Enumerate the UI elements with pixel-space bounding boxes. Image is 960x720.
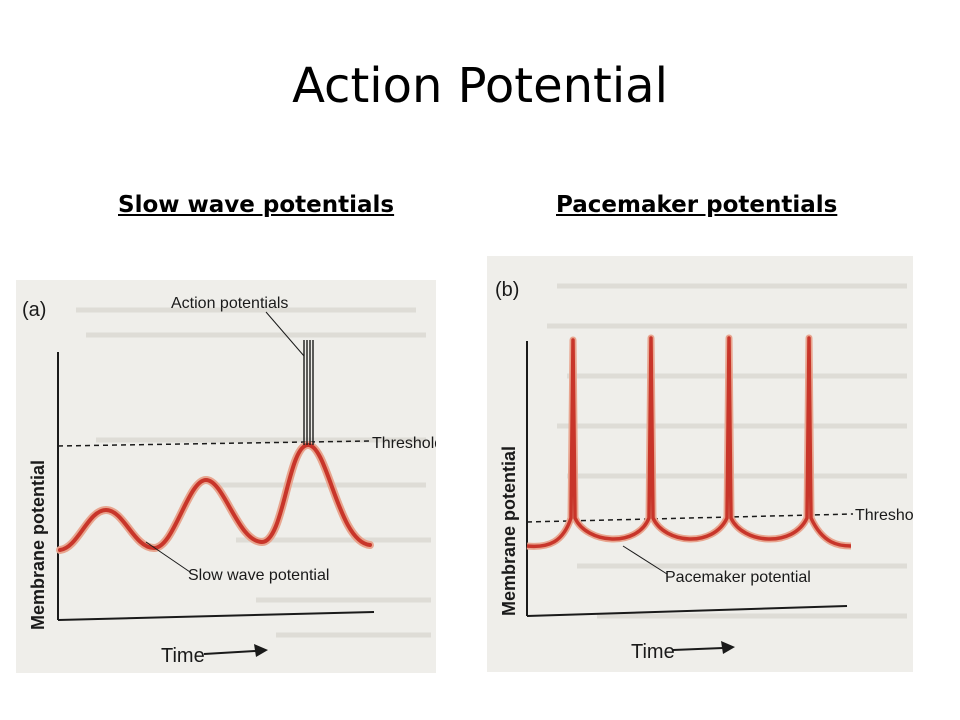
threshold-label: Threshold — [372, 435, 436, 452]
pacemaker-potential-label: Pacemaker potential — [665, 569, 811, 586]
threshold-line — [57, 440, 371, 447]
x-axis-label: Time — [161, 645, 205, 667]
threshold-line — [526, 513, 854, 523]
paper-show-through — [547, 283, 907, 619]
threshold-label: Threshold — [855, 507, 913, 524]
action-potential-spikes — [303, 340, 314, 445]
x-axis-label: Time — [631, 641, 675, 663]
slow-wave-trace — [56, 440, 374, 554]
x-axis — [526, 605, 848, 617]
time-arrow — [672, 641, 735, 654]
pacemaker-figure: (b) Membrane potential Time Threshold Pa… — [487, 256, 926, 672]
pacemaker-heading: Pacemaker potentials — [556, 192, 838, 218]
y-axis-label: Membrane potential — [499, 446, 519, 616]
slow-wave-potential-label: Slow wave potential — [188, 567, 329, 584]
action-potentials-label: Action potentials — [171, 295, 288, 312]
y-axis-label: Membrane potential — [28, 460, 48, 630]
paper-background — [16, 280, 436, 673]
x-axis — [57, 611, 375, 621]
slow-wave-diagram: (a) Membrane potential Time Threshold Ac… — [16, 280, 443, 673]
slow-wave-figure: (a) Membrane potential Time Threshold Ac… — [16, 280, 443, 673]
pacemaker-leader — [622, 545, 668, 575]
panel-a-label: (a) — [22, 299, 46, 321]
panel-b-label: (b) — [495, 279, 519, 301]
slide-title: Action Potential — [292, 58, 668, 114]
slow-wave-leader — [145, 541, 191, 573]
pacemaker-diagram: (b) Membrane potential Time Threshold Pa… — [487, 256, 926, 672]
action-potentials-leader — [265, 311, 305, 357]
slow-wave-heading: Slow wave potentials — [118, 192, 395, 218]
pacemaker-trace — [526, 334, 852, 550]
paper-show-through — [76, 307, 431, 638]
time-arrow — [203, 644, 268, 657]
